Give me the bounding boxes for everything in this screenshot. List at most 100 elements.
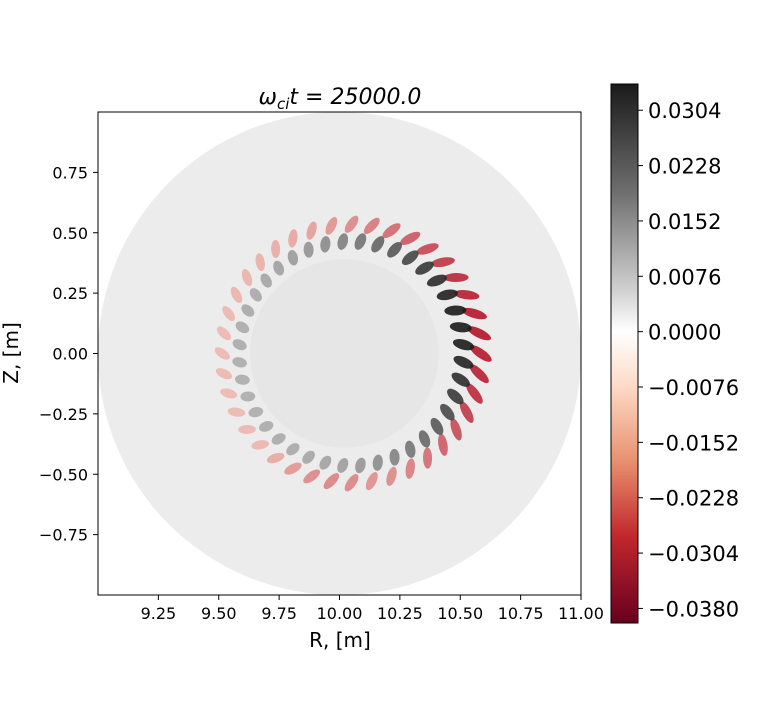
negative-lobe <box>214 347 230 360</box>
x-tick-label: 10.25 <box>377 604 423 623</box>
negative-lobe <box>466 383 483 404</box>
positive-lobe <box>371 236 385 253</box>
positive-lobe <box>235 321 250 334</box>
positive-lobe <box>302 450 315 464</box>
colorbar-tick-label: −0.0304 <box>648 542 739 566</box>
chart-title: ωcit = 25000.0 <box>259 85 422 113</box>
negative-lobe <box>365 472 378 491</box>
colorbar-tick-label: 0.0228 <box>648 155 721 179</box>
negative-lobe <box>288 229 298 248</box>
positive-lobe <box>451 372 470 387</box>
colorbar <box>610 83 639 624</box>
positive-lobe <box>436 289 458 301</box>
negative-lobe <box>271 239 281 259</box>
positive-lobe <box>248 407 264 418</box>
negative-lobe <box>215 368 233 380</box>
negative-lobe <box>467 326 492 341</box>
negative-lobe <box>405 458 415 479</box>
negative-lobe <box>323 473 340 490</box>
negative-lobe <box>430 257 455 268</box>
colorbar-tick-label: −0.0228 <box>648 487 739 511</box>
positive-lobe <box>372 454 383 471</box>
positive-lobe <box>320 236 331 253</box>
positive-lobe <box>337 458 349 473</box>
positive-lobe <box>444 305 467 316</box>
y-tick-label: −0.50 <box>39 465 88 484</box>
negative-lobe <box>443 273 469 283</box>
negative-lobe <box>284 462 302 475</box>
x-tick-label: 9.25 <box>141 604 177 623</box>
positive-lobe <box>354 233 367 250</box>
positive-lobe <box>235 374 250 385</box>
colorbar-tick-label: 0.0000 <box>648 321 721 345</box>
colorbar-tick-label: −0.0076 <box>648 376 739 400</box>
x-tick-label: 10.00 <box>317 604 363 623</box>
negative-lobe <box>400 231 421 245</box>
colorbar-ticks: 0.0304 0.0228 0.0152 0.0076 0.0000 −0.0076 −0.… <box>638 99 739 621</box>
negative-lobe <box>325 216 338 235</box>
negative-lobe <box>450 418 462 441</box>
positive-lobe <box>430 417 444 436</box>
positive-lobe <box>418 430 431 448</box>
y-tick-label: 0.75 <box>52 163 88 182</box>
negative-lobe <box>344 215 359 233</box>
x-axis-label: R, [m] <box>309 628 371 652</box>
negative-lobe <box>303 469 321 484</box>
y-tick-label: −0.25 <box>39 405 88 424</box>
positive-lobe <box>232 339 247 351</box>
negative-lobe <box>222 306 236 322</box>
positive-lobe <box>249 288 262 302</box>
negative-lobe <box>386 466 397 486</box>
positive-lobe <box>260 273 272 288</box>
negative-lobe <box>220 388 238 399</box>
y-axis: 0.75 0.50 0.25 0.00 −0.25 −0.50 −0.75 <box>39 163 98 545</box>
positive-lobe <box>337 233 349 250</box>
negative-lobe <box>469 345 492 362</box>
positive-lobe <box>449 322 472 333</box>
x-tick-label: 9.75 <box>261 604 297 623</box>
plot-area <box>98 112 581 595</box>
colorbar-tick-label: −0.0380 <box>648 597 739 621</box>
positive-lobe <box>287 250 299 266</box>
positive-lobe <box>440 403 455 421</box>
y-tick-label: 0.00 <box>52 345 88 364</box>
negative-lobe <box>344 474 359 492</box>
negative-lobe <box>382 223 401 239</box>
negative-lobe <box>241 269 253 287</box>
negative-lobe <box>266 452 285 464</box>
y-axis-label: Z, [m] <box>0 322 23 384</box>
y-tick-label: 0.25 <box>52 284 88 303</box>
negative-lobe <box>459 401 474 423</box>
x-axis: 9.25 9.50 9.75 10.00 10.25 10.50 10.75 11.00 <box>141 595 604 623</box>
negative-lobe <box>238 424 256 434</box>
positive-lobe <box>415 261 434 275</box>
colorbar-tick-label: 0.0304 <box>648 99 721 123</box>
positive-lobe <box>401 250 419 266</box>
positive-lobe <box>387 241 402 258</box>
negative-lobe <box>363 217 380 234</box>
colorbar-tick-label: 0.0076 <box>648 265 721 289</box>
negative-lobe <box>255 253 265 272</box>
positive-lobe <box>303 241 314 258</box>
positive-lobe <box>447 388 464 405</box>
negative-lobe <box>462 307 487 320</box>
negative-lobe <box>216 326 232 341</box>
y-tick-label: 0.50 <box>52 224 88 243</box>
mode-blobs <box>214 215 492 492</box>
x-tick-label: 10.75 <box>498 604 544 623</box>
positive-lobe <box>389 448 400 466</box>
x-tick-label: 9.50 <box>201 604 237 623</box>
positive-lobe <box>453 355 474 369</box>
x-tick-label: 10.50 <box>437 604 483 623</box>
colorbar-tick-label: −0.0152 <box>648 431 739 455</box>
negative-lobe <box>227 407 246 417</box>
positive-lobe <box>452 339 475 351</box>
positive-lobe <box>259 421 274 432</box>
positive-lobe <box>232 357 247 368</box>
negative-lobe <box>454 290 480 300</box>
negative-lobe <box>416 243 439 255</box>
inner-disk <box>250 259 439 448</box>
y-tick-label: −0.75 <box>39 526 88 545</box>
positive-lobe <box>241 304 255 317</box>
